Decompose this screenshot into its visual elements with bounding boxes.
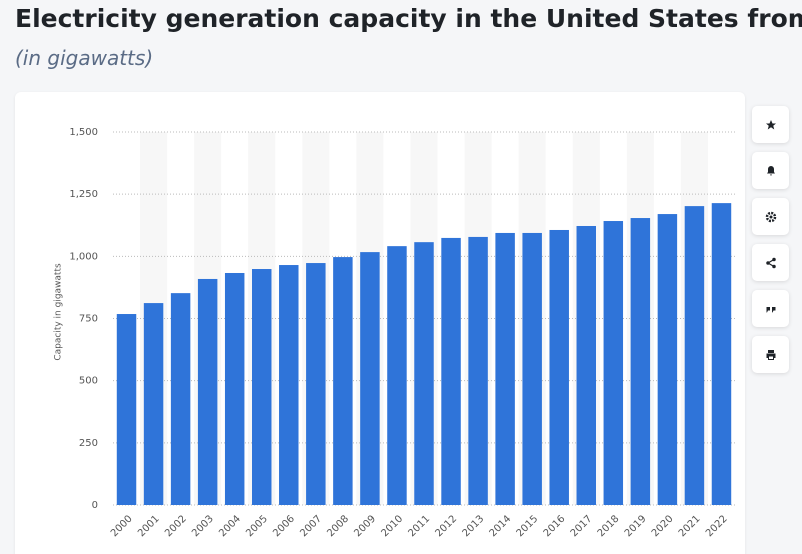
x-tick-label: 2014 bbox=[488, 513, 514, 539]
x-tick-label: 2019 bbox=[623, 513, 649, 539]
bar bbox=[657, 214, 678, 505]
x-tick-label: 2021 bbox=[677, 513, 703, 539]
bar bbox=[522, 232, 542, 505]
bar bbox=[197, 278, 218, 505]
bar bbox=[116, 314, 137, 505]
bar bbox=[333, 257, 353, 505]
bar bbox=[414, 242, 434, 505]
bar bbox=[549, 229, 569, 505]
favorite-button[interactable] bbox=[752, 106, 789, 143]
x-tick-label: 2003 bbox=[190, 513, 216, 539]
x-tick-label: 2020 bbox=[650, 513, 676, 539]
bar bbox=[306, 263, 326, 505]
x-tick-label: 2009 bbox=[352, 513, 378, 539]
star-icon bbox=[765, 119, 776, 129]
x-tick-label: 2004 bbox=[217, 513, 243, 539]
bar bbox=[252, 269, 272, 505]
bar bbox=[441, 237, 461, 505]
settings-button[interactable] bbox=[752, 198, 789, 235]
x-tick-label: 2007 bbox=[298, 513, 324, 539]
x-tick-label: 2010 bbox=[379, 513, 405, 539]
x-tick-label: 2001 bbox=[136, 513, 162, 539]
x-tick-label: 2012 bbox=[434, 513, 460, 539]
x-tick-label: 2013 bbox=[461, 513, 487, 539]
bar bbox=[279, 265, 299, 505]
bar bbox=[387, 246, 407, 505]
x-tick-label: 2015 bbox=[515, 513, 541, 539]
bar bbox=[711, 203, 732, 506]
x-tick-label: 2005 bbox=[244, 513, 270, 539]
bar bbox=[684, 206, 705, 505]
y-tick-label: 500 bbox=[79, 376, 98, 387]
bar bbox=[170, 293, 191, 505]
bell-icon bbox=[766, 165, 775, 175]
chart: Capacity in gigawatts 0 250 500 750 1,000 1,2… bbox=[54, 127, 735, 539]
x-tick-label: 2016 bbox=[542, 513, 568, 539]
print-button[interactable] bbox=[752, 336, 789, 373]
quote-icon bbox=[766, 306, 775, 312]
share-button[interactable] bbox=[752, 244, 789, 281]
y-tick-label: 750 bbox=[79, 314, 98, 325]
bar bbox=[576, 225, 596, 505]
bar bbox=[224, 272, 245, 505]
x-tick-label: 2011 bbox=[406, 513, 432, 539]
x-tick-label: 2006 bbox=[271, 513, 297, 539]
notification-button[interactable] bbox=[752, 152, 789, 189]
x-tick-label: 2002 bbox=[163, 513, 189, 539]
x-tick-label: 2000 bbox=[109, 513, 135, 539]
bar bbox=[143, 303, 164, 505]
gear-icon bbox=[765, 211, 776, 222]
x-tick-label: 2017 bbox=[569, 513, 595, 539]
chart-subtitle: (in gigawatts) bbox=[15, 46, 154, 70]
y-tick-label: 0 bbox=[92, 500, 98, 511]
x-tick-label: 2018 bbox=[596, 513, 622, 539]
y-tick-label: 1,000 bbox=[69, 251, 98, 262]
bar bbox=[468, 236, 488, 506]
y-axis-title: Capacity in gigawatts bbox=[54, 263, 64, 361]
x-tick-label: 2008 bbox=[325, 513, 351, 539]
bar bbox=[630, 218, 651, 505]
bar bbox=[495, 232, 515, 505]
x-tick-label: 2022 bbox=[704, 513, 730, 539]
y-tick-label: 1,250 bbox=[69, 189, 98, 200]
chart-title: Electricity generation capacity in the U… bbox=[15, 4, 802, 33]
bar bbox=[603, 221, 624, 506]
bar bbox=[360, 252, 380, 505]
cite-button[interactable] bbox=[752, 290, 789, 327]
y-tick-label: 1,500 bbox=[69, 127, 98, 138]
y-tick-label: 250 bbox=[79, 438, 98, 449]
print-icon bbox=[766, 349, 775, 360]
share-icon bbox=[765, 257, 776, 268]
